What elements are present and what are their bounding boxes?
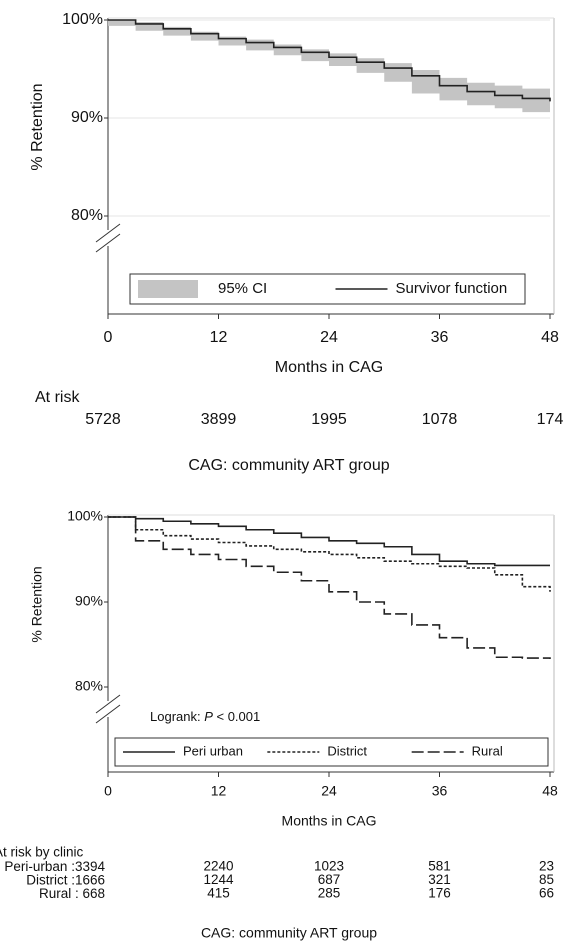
survival-curve: [108, 516, 551, 659]
y-axis-label: % Retention: [29, 566, 45, 642]
x-tick-label: 36: [431, 329, 449, 346]
legend-swatch: [138, 280, 198, 298]
x-tick-label: 48: [542, 783, 558, 799]
survival-curve: [108, 516, 550, 567]
x-tick-label: 24: [321, 783, 337, 799]
annotation-part: P: [204, 709, 213, 724]
at-risk-title: At risk: [35, 389, 80, 406]
at-risk-value: 1244: [203, 872, 234, 887]
axis-break: [95, 704, 121, 724]
at-risk-value: 285: [318, 886, 341, 901]
at-risk-value: 1023: [314, 859, 344, 874]
at-risk-row: District :1666: [26, 872, 105, 887]
at-risk-value: 85: [539, 872, 554, 887]
row-label: District :: [26, 872, 75, 887]
legend-label: 95% CI: [218, 280, 267, 297]
y-axis-label: % Retention: [29, 83, 46, 170]
at-risk-value: 1666: [75, 872, 105, 887]
survival-curve: [108, 19, 551, 102]
at-risk-value: 66: [539, 886, 554, 901]
at-risk-value: 2240: [203, 859, 233, 874]
legend-box: [114, 737, 549, 767]
x-tick-label: 24: [320, 329, 338, 346]
x-tick-label: 0: [104, 329, 113, 346]
y-tick-label: 90%: [75, 593, 103, 609]
legend-label: Rural: [472, 743, 503, 758]
y-tick-label: 80%: [75, 678, 103, 694]
at-risk-value: 176: [428, 886, 451, 901]
x-tick-label: 48: [541, 329, 559, 346]
at-risk-value: 174: [537, 411, 564, 428]
annotation-part: Logrank:: [150, 709, 204, 724]
at-risk-title: At risk by clinic: [0, 845, 84, 860]
at-risk-row: Peri-urban :3394: [4, 859, 105, 874]
at-risk-value: 668: [82, 886, 105, 901]
at-risk-value: 23: [539, 859, 554, 874]
y-tick-label: 90%: [71, 109, 103, 126]
row-label: Rural :: [39, 886, 83, 901]
at-risk-value: 581: [428, 859, 451, 874]
at-risk-value: 1995: [311, 411, 347, 428]
at-risk-value: 1078: [422, 411, 458, 428]
x-tick-label: 12: [211, 783, 227, 799]
x-tick-label: 12: [210, 329, 228, 346]
at-risk-value: 415: [207, 886, 230, 901]
note: CAG: community ART group: [188, 457, 389, 474]
axis-break: [95, 694, 121, 714]
x-tick-label: 36: [432, 783, 448, 799]
axis-break: [95, 223, 121, 243]
row-label: Peri-urban :: [4, 859, 75, 874]
at-risk-value: 321: [428, 872, 451, 887]
y-tick-label: 100%: [67, 508, 103, 524]
annotation-part: < 0.001: [213, 709, 260, 724]
note: CAG: community ART group: [201, 925, 377, 941]
ci-band: [108, 20, 550, 113]
at-risk-row: Rural : 668: [39, 886, 105, 901]
y-tick-label: 80%: [71, 207, 103, 224]
annotation: Logrank: P < 0.001: [150, 709, 260, 724]
y-tick-label: 100%: [62, 11, 103, 28]
legend-label: Survivor function: [396, 280, 508, 297]
at-risk-value: 5728: [85, 411, 121, 428]
x-axis-label: Months in CAG: [275, 359, 383, 376]
x-axis-label: Months in CAG: [282, 813, 377, 829]
at-risk-value: 687: [318, 872, 341, 887]
legend-label: District: [327, 743, 367, 758]
at-risk-value: 3899: [201, 411, 237, 428]
legend-label: Peri urban: [183, 743, 243, 758]
survival-curve: [108, 516, 551, 592]
x-tick-label: 0: [104, 783, 112, 799]
at-risk-value: 3394: [75, 859, 106, 874]
axis-break: [95, 233, 121, 253]
